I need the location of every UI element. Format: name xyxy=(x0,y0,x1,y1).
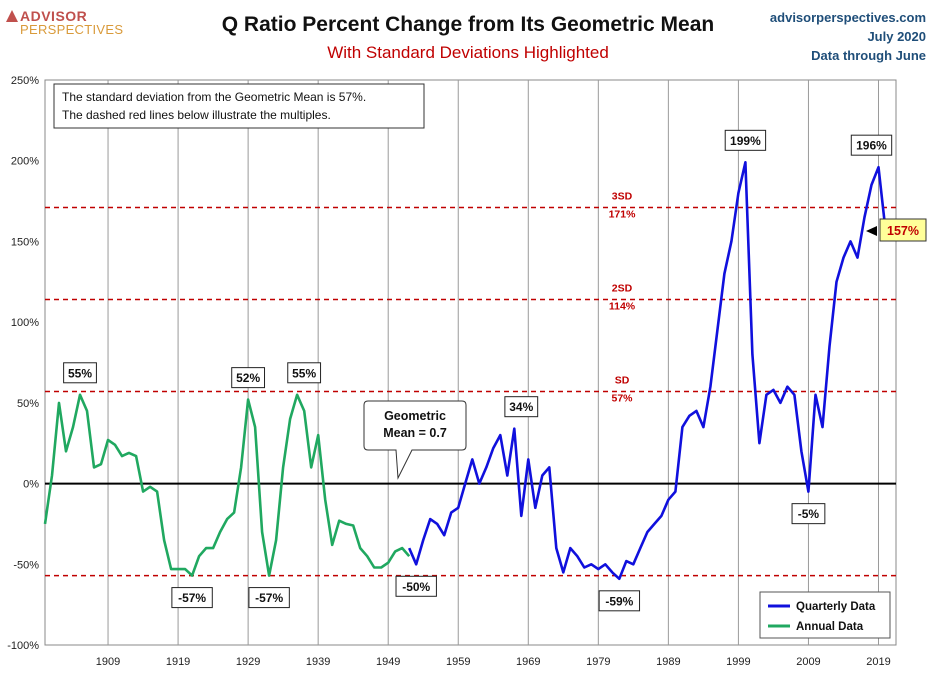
sd-value-label: 171% xyxy=(609,209,637,221)
legend-label: Quarterly Data xyxy=(796,601,876,613)
x-tick-label: 2019 xyxy=(866,656,890,668)
callout-box xyxy=(504,396,539,418)
legend-frame xyxy=(759,591,891,639)
y-tick-label: 0% xyxy=(23,479,39,491)
callout-label: 55% xyxy=(68,366,92,380)
value-callout: 52% xyxy=(231,367,266,389)
source-site: advisorperspectives.com xyxy=(769,10,926,25)
legend-label: Annual Data xyxy=(796,621,864,633)
current-value-box xyxy=(879,218,927,242)
callout-box xyxy=(724,129,767,151)
chart-title: Q Ratio Percent Change from Its Geometri… xyxy=(221,13,715,36)
callout-box xyxy=(231,367,266,389)
y-tick-label: 50% xyxy=(17,398,39,410)
y-tick-label: -50% xyxy=(13,559,39,571)
callout-box xyxy=(791,503,826,525)
x-tick-label: 1989 xyxy=(656,656,680,668)
info-box: The standard deviation from the Geometri… xyxy=(53,83,425,129)
value-callout: 199% xyxy=(724,129,767,151)
current-value-badge: 157% xyxy=(866,218,927,242)
pointer-arrow-icon xyxy=(866,226,877,236)
mean-callout-line: Mean = 0.7 xyxy=(383,426,447,440)
callout-label: -5% xyxy=(798,507,820,521)
x-tick-label: 1979 xyxy=(586,656,610,668)
value-callout: -57% xyxy=(248,587,290,609)
x-tick-label: 1909 xyxy=(96,656,120,668)
callout-label: 34% xyxy=(509,400,533,414)
x-tick-label: 2009 xyxy=(796,656,820,668)
logo-mark-icon xyxy=(6,10,18,22)
y-tick-label: 200% xyxy=(11,156,39,168)
info-box-line: The dashed red lines below illustrate th… xyxy=(62,108,331,122)
sd-label: 3SD xyxy=(612,191,633,203)
callout-box xyxy=(850,134,893,156)
callout-box xyxy=(63,362,97,384)
value-callout: 55% xyxy=(287,362,322,384)
value-callout: -50% xyxy=(395,575,437,597)
callout-box xyxy=(171,587,213,609)
callout-box xyxy=(248,587,290,609)
callout-label: 52% xyxy=(236,371,260,385)
value-callout: -59% xyxy=(598,590,641,612)
value-callout: -57% xyxy=(171,587,213,609)
logo-text-line2: PERSPECTIVES xyxy=(20,22,124,37)
x-tick-label: 1999 xyxy=(726,656,750,668)
info-box-frame xyxy=(53,83,425,129)
y-tick-label: 250% xyxy=(11,75,39,87)
source-block: advisorperspectives.com July 2020 Data t… xyxy=(770,8,926,65)
x-tick-label: 1959 xyxy=(446,656,470,668)
sd-label: SD xyxy=(615,375,630,387)
callout-label: -50% xyxy=(402,580,430,594)
info-box-line: The standard deviation from the Geometri… xyxy=(62,90,366,104)
y-tick-label: 100% xyxy=(11,317,39,329)
value-callout: -5% xyxy=(791,503,826,525)
y-tick-label: -100% xyxy=(7,640,39,652)
callout-label: 55% xyxy=(292,366,316,380)
sd-value-label: 114% xyxy=(609,301,636,313)
callout-label: 199% xyxy=(730,134,761,148)
annual-data-line xyxy=(43,393,411,577)
y-tick-label: 150% xyxy=(11,236,39,248)
source-date: July 2020 xyxy=(867,29,926,44)
geometric-mean-callout: Geometric Mean = 0.7 xyxy=(363,400,467,480)
brand-logo: ADVISOR PERSPECTIVES xyxy=(6,8,156,38)
callout-label: 196% xyxy=(856,139,887,153)
mean-callout-line: Geometric xyxy=(384,409,446,423)
callout-box xyxy=(287,362,322,384)
current-value-label: 157% xyxy=(887,224,919,238)
callout-label: -57% xyxy=(178,591,206,605)
callout-box xyxy=(598,590,641,612)
logo-text-line1: ADVISOR xyxy=(20,8,88,24)
value-callout: 196% xyxy=(850,134,893,156)
callout-label: -59% xyxy=(605,594,633,608)
x-tick-label: 1969 xyxy=(516,656,540,668)
callout-box xyxy=(395,575,437,597)
sd-label: 2SD xyxy=(612,283,633,295)
sd-value-label: 57% xyxy=(611,393,633,405)
chart-subtitle: With Standard Deviations Highlighted xyxy=(327,43,609,62)
mean-callout-bubble xyxy=(363,400,467,480)
legend: Quarterly Data Annual Data xyxy=(759,591,891,639)
x-tick-label: 1919 xyxy=(166,656,190,668)
value-callout: 34% xyxy=(504,396,539,418)
x-tick-label: 1939 xyxy=(306,656,330,668)
quarterly-data-line xyxy=(408,161,887,581)
plot-area xyxy=(44,79,897,646)
value-callout: 55% xyxy=(63,362,97,384)
callout-label: -57% xyxy=(255,591,283,605)
x-tick-label: 1949 xyxy=(376,656,400,668)
x-tick-label: 1929 xyxy=(236,656,260,668)
source-data-note: Data through June xyxy=(811,48,926,63)
